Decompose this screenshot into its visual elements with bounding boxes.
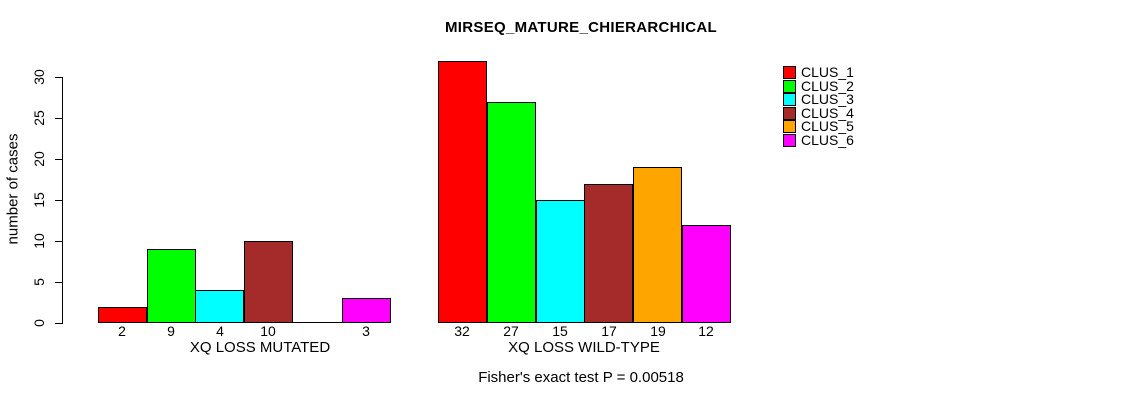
x-axis-label-group2: XQ LOSS WILD-TYPE	[508, 339, 660, 356]
bar-value-label: 32	[454, 323, 470, 339]
bar-clus_3-group1	[195, 290, 244, 323]
bar-clus_1-group2	[438, 61, 487, 323]
annotation-fisher-test: Fisher's exact test P = 0.00518	[478, 369, 684, 386]
bar-clus_5-group2	[633, 167, 682, 323]
y-axis-tick	[55, 77, 62, 78]
bar-value-label: 17	[601, 323, 617, 339]
bar-value-label: 15	[552, 323, 568, 339]
legend-item-clus_1: CLUS_1	[783, 64, 854, 81]
y-axis-title: number of cases	[4, 133, 22, 245]
bar-value-label: 9	[167, 323, 175, 339]
legend-label: CLUS_5	[801, 118, 854, 135]
y-axis-tick-label: 5	[31, 278, 47, 286]
bar-value-label: 4	[216, 323, 224, 339]
legend-item-clus_4: CLUS_4	[783, 104, 854, 121]
legend-item-clus_3: CLUS_3	[783, 91, 854, 108]
bar-clus_4-group1	[244, 241, 293, 323]
bar-value-label: 3	[362, 323, 370, 339]
y-axis-tick-label: 15	[31, 192, 47, 208]
bar-value-label: 2	[118, 323, 126, 339]
y-axis-tick-label: 20	[31, 151, 47, 167]
bar-value-label: 10	[260, 323, 276, 339]
bar-value-label: 19	[650, 323, 666, 339]
legend-item-clus_5: CLUS_5	[783, 118, 854, 135]
bar-clus_6-group1	[342, 298, 391, 323]
legend-color-swatch-clus_1	[783, 66, 796, 80]
y-axis-tick	[55, 159, 62, 160]
legend-item-clus_6: CLUS_6	[783, 131, 854, 148]
y-axis-tick-label: 0	[31, 319, 47, 327]
bar-clus_6-group2	[682, 225, 731, 323]
legend-color-swatch-clus_2	[783, 79, 796, 93]
bar-clus_5-group1-zero	[293, 322, 342, 323]
legend-color-swatch-clus_3	[783, 93, 796, 107]
bar-clus_1-group1	[98, 307, 147, 323]
y-axis-tick-label: 30	[31, 69, 47, 85]
legend-item-clus_2: CLUS_2	[783, 77, 854, 94]
bar-clus_3-group2	[536, 200, 585, 323]
legend-label: CLUS_4	[801, 104, 854, 121]
bar-value-label: 12	[698, 323, 714, 339]
chart-title: MIRSEQ_MATURE_CHIERARCHICAL	[445, 19, 717, 36]
legend-label: CLUS_6	[801, 131, 854, 148]
y-axis-tick	[55, 118, 62, 119]
legend-label: CLUS_3	[801, 91, 854, 108]
y-axis-tick-label: 25	[31, 110, 47, 126]
y-axis-tick	[55, 200, 62, 201]
legend-color-swatch-clus_4	[783, 106, 796, 120]
y-axis-tick-label: 10	[31, 233, 47, 249]
legend-label: CLUS_1	[801, 64, 854, 81]
bar-value-label: 27	[503, 323, 519, 339]
legend: CLUS_1 CLUS_2 CLUS_3 CLUS_4 CLUS_5 CLUS_6	[783, 64, 854, 148]
x-axis-label-group1: XQ LOSS MUTATED	[189, 339, 331, 356]
y-axis-line	[62, 77, 63, 324]
y-axis-tick	[55, 323, 62, 324]
legend-label: CLUS_2	[801, 77, 854, 94]
y-axis-tick	[55, 241, 62, 242]
bar-clus_2-group1	[147, 249, 196, 323]
bar-clus_2-group2	[487, 102, 536, 323]
y-axis-tick	[55, 282, 62, 283]
legend-color-swatch-clus_5	[783, 120, 796, 134]
legend-color-swatch-clus_6	[783, 133, 796, 147]
bar-clus_4-group2	[584, 184, 633, 323]
